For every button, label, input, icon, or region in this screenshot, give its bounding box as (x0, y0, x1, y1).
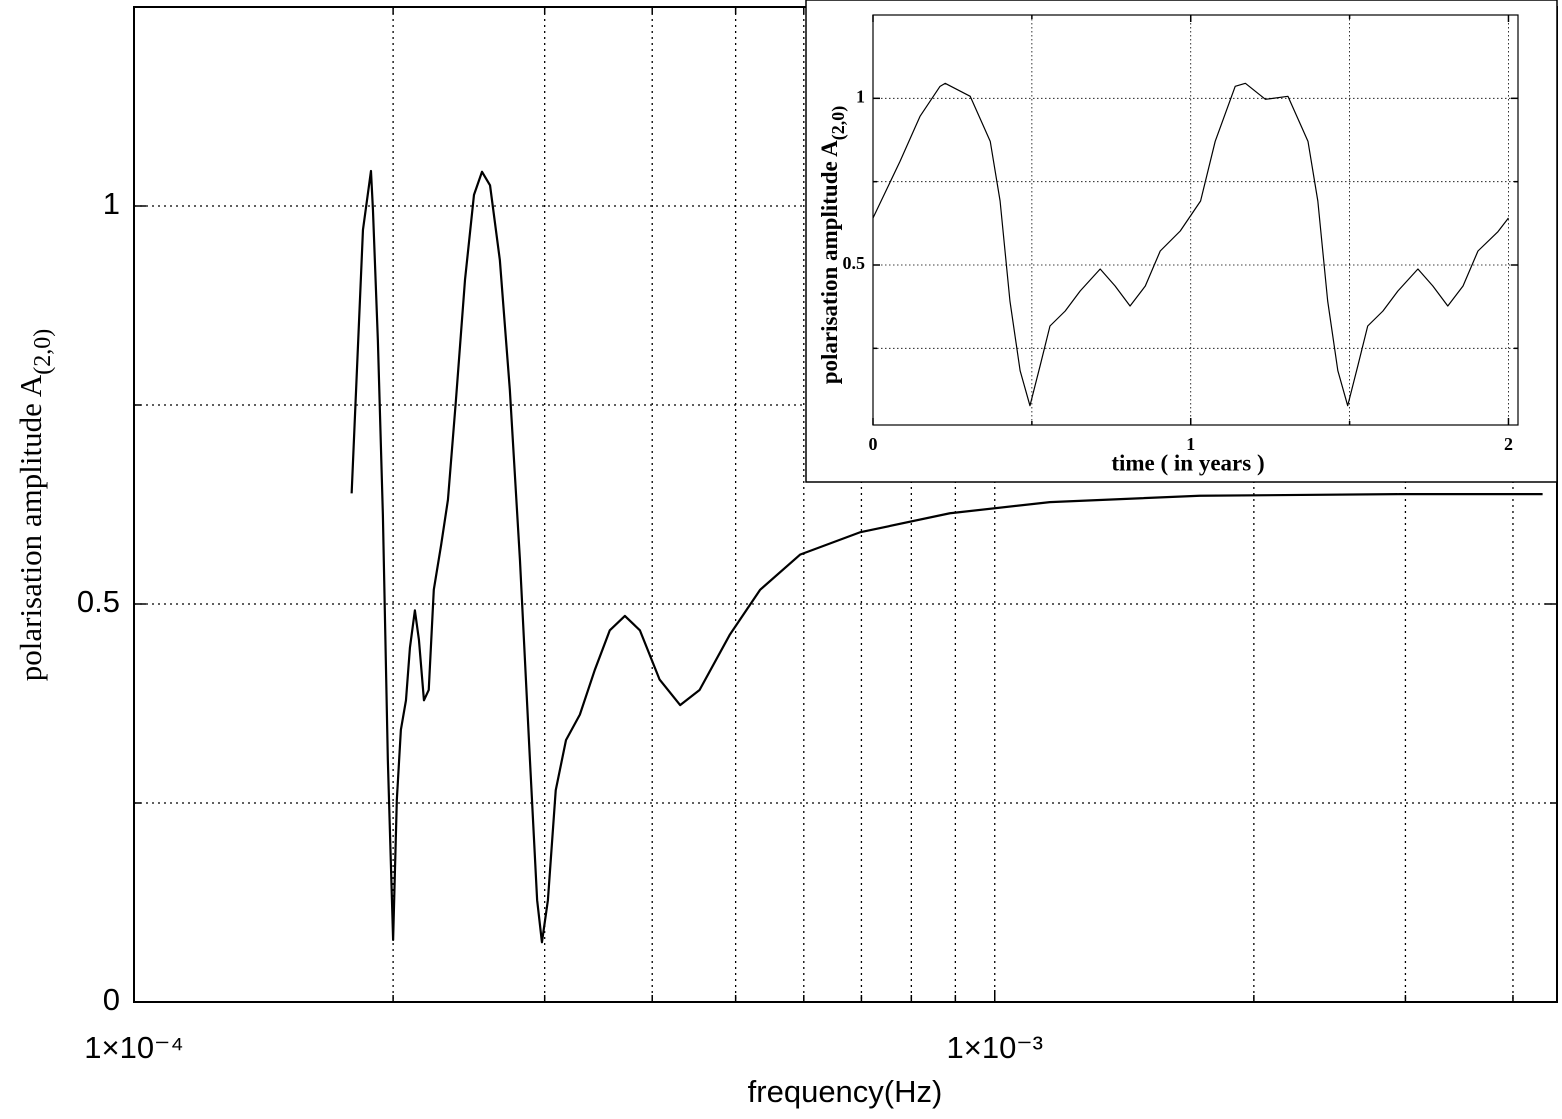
y-axis-label-text: polarisation amplitude A (817, 140, 842, 384)
y-tick-label: 1 (103, 186, 120, 221)
y-tick-label: 1 (856, 86, 865, 106)
plot-frame (872, 14, 1519, 426)
data-line (872, 82, 1509, 407)
x-tick-label: 1×10⁻³ (946, 1030, 1043, 1065)
y-tick-label: 0.5 (843, 253, 866, 273)
x-tick-label: 1 (1186, 434, 1195, 454)
y-tick-label: 0.5 (77, 584, 120, 619)
y-axis-label-subscript: (2,0) (828, 106, 849, 141)
main-chart: frequency(Hz) polarisation amplitude A(2… (13, 6, 1558, 1109)
inset-background (805, 0, 1558, 483)
x-axis-label: time ( in years ) (1111, 450, 1264, 475)
y-axis-label-subscript: (2,0) (30, 329, 56, 375)
y-tick-label: 0 (103, 982, 120, 1017)
inset-chart: time ( in years ) polarisation amplitude… (817, 14, 1519, 475)
x-tick-label: 2 (1504, 434, 1513, 454)
x-tick-label: 0 (869, 434, 878, 454)
x-tick-label: 1×10⁻⁴ (84, 1030, 184, 1065)
y-axis-label: polarisation amplitude A(2,0) (817, 106, 849, 385)
y-axis-label: polarisation amplitude A(2,0) (13, 329, 55, 682)
x-axis-label: frequency(Hz) (748, 1074, 943, 1109)
data-line (350, 169, 1543, 944)
y-axis-label-text: polarisation amplitude A (13, 374, 48, 681)
